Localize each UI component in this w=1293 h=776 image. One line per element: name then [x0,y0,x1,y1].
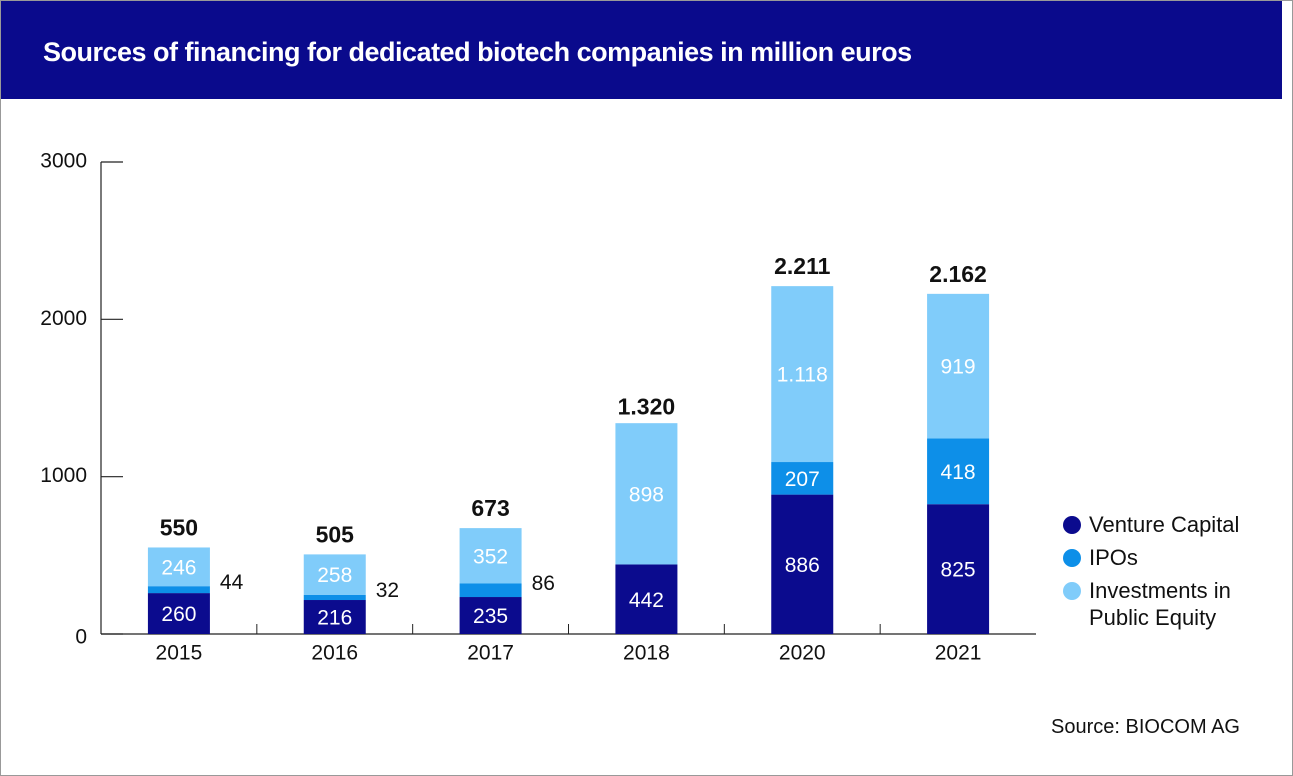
bar-segment [927,438,990,505]
value-label: 886 [785,554,820,577]
total-label: 505 [316,522,355,548]
x-tick-label: 2021 [935,642,982,665]
value-label: 919 [941,356,976,379]
bar-segment [771,494,834,634]
legend-swatch [1063,549,1081,567]
legend-label: Venture Capital [1089,512,1240,537]
x-tick-label: 2018 [623,642,670,665]
x-tick-label: 2015 [156,642,203,665]
bar-segment [459,583,522,598]
value-label: 246 [161,556,196,579]
bar-segment [303,600,366,634]
y-tick-label: 0 [75,626,87,649]
x-tick-label: 2020 [779,642,826,665]
value-label: 258 [317,564,352,587]
value-label: 352 [473,545,508,568]
legend-item: IPOs [1063,544,1253,571]
value-label: 86 [532,572,555,595]
total-label: 550 [160,515,198,541]
legend-item: Venture Capital [1063,511,1253,538]
source: Source: BIOCOM AG [1051,716,1240,738]
total-label: 2.162 [929,261,987,287]
bar-segment [615,564,678,634]
y-tick-label: 3000 [40,150,87,173]
legend: Venture Capital IPOs Investments in Public… [1063,511,1253,637]
bar-segment [615,423,678,565]
x-tick-label: 2017 [467,642,514,665]
bar-segment [147,593,210,634]
value-label: 235 [473,605,508,628]
bar-segment [303,554,366,595]
header [1,1,1282,99]
legend-item: Investments in Public Equity [1063,577,1253,631]
bar-segment [771,462,834,495]
value-label: 418 [941,461,976,484]
legend-swatch [1063,516,1081,534]
legend-swatch [1063,582,1081,600]
value-label: 216 [317,607,352,630]
chart-title: Sources of financing for dedicated biote… [43,37,912,67]
bar-segment [147,547,210,587]
y-tick-label: 2000 [40,307,87,330]
bar-segment [147,586,210,594]
value-label: 32 [376,579,399,602]
bar-segment [459,528,522,584]
bar-segment [927,504,990,634]
value-label: 207 [785,468,820,491]
total-label: 2.211 [774,253,830,279]
legend-label: Investments in Public Equity [1089,578,1231,630]
bar-segment [927,293,990,439]
value-label: 44 [220,571,244,594]
y-tick-label: 1000 [40,464,87,487]
x-tick-label: 2016 [311,642,358,665]
total-label: 673 [471,495,509,521]
value-label: 898 [629,483,664,506]
bar-segment [459,597,522,634]
bar-segment [771,286,834,463]
value-label: 260 [161,603,196,626]
bar-segment [303,594,366,601]
legend-label: IPOs [1089,545,1138,570]
value-label: 825 [941,559,976,582]
value-label: 442 [629,589,664,612]
value-label: 1.118 [777,364,828,387]
total-label: 1.320 [618,393,676,419]
